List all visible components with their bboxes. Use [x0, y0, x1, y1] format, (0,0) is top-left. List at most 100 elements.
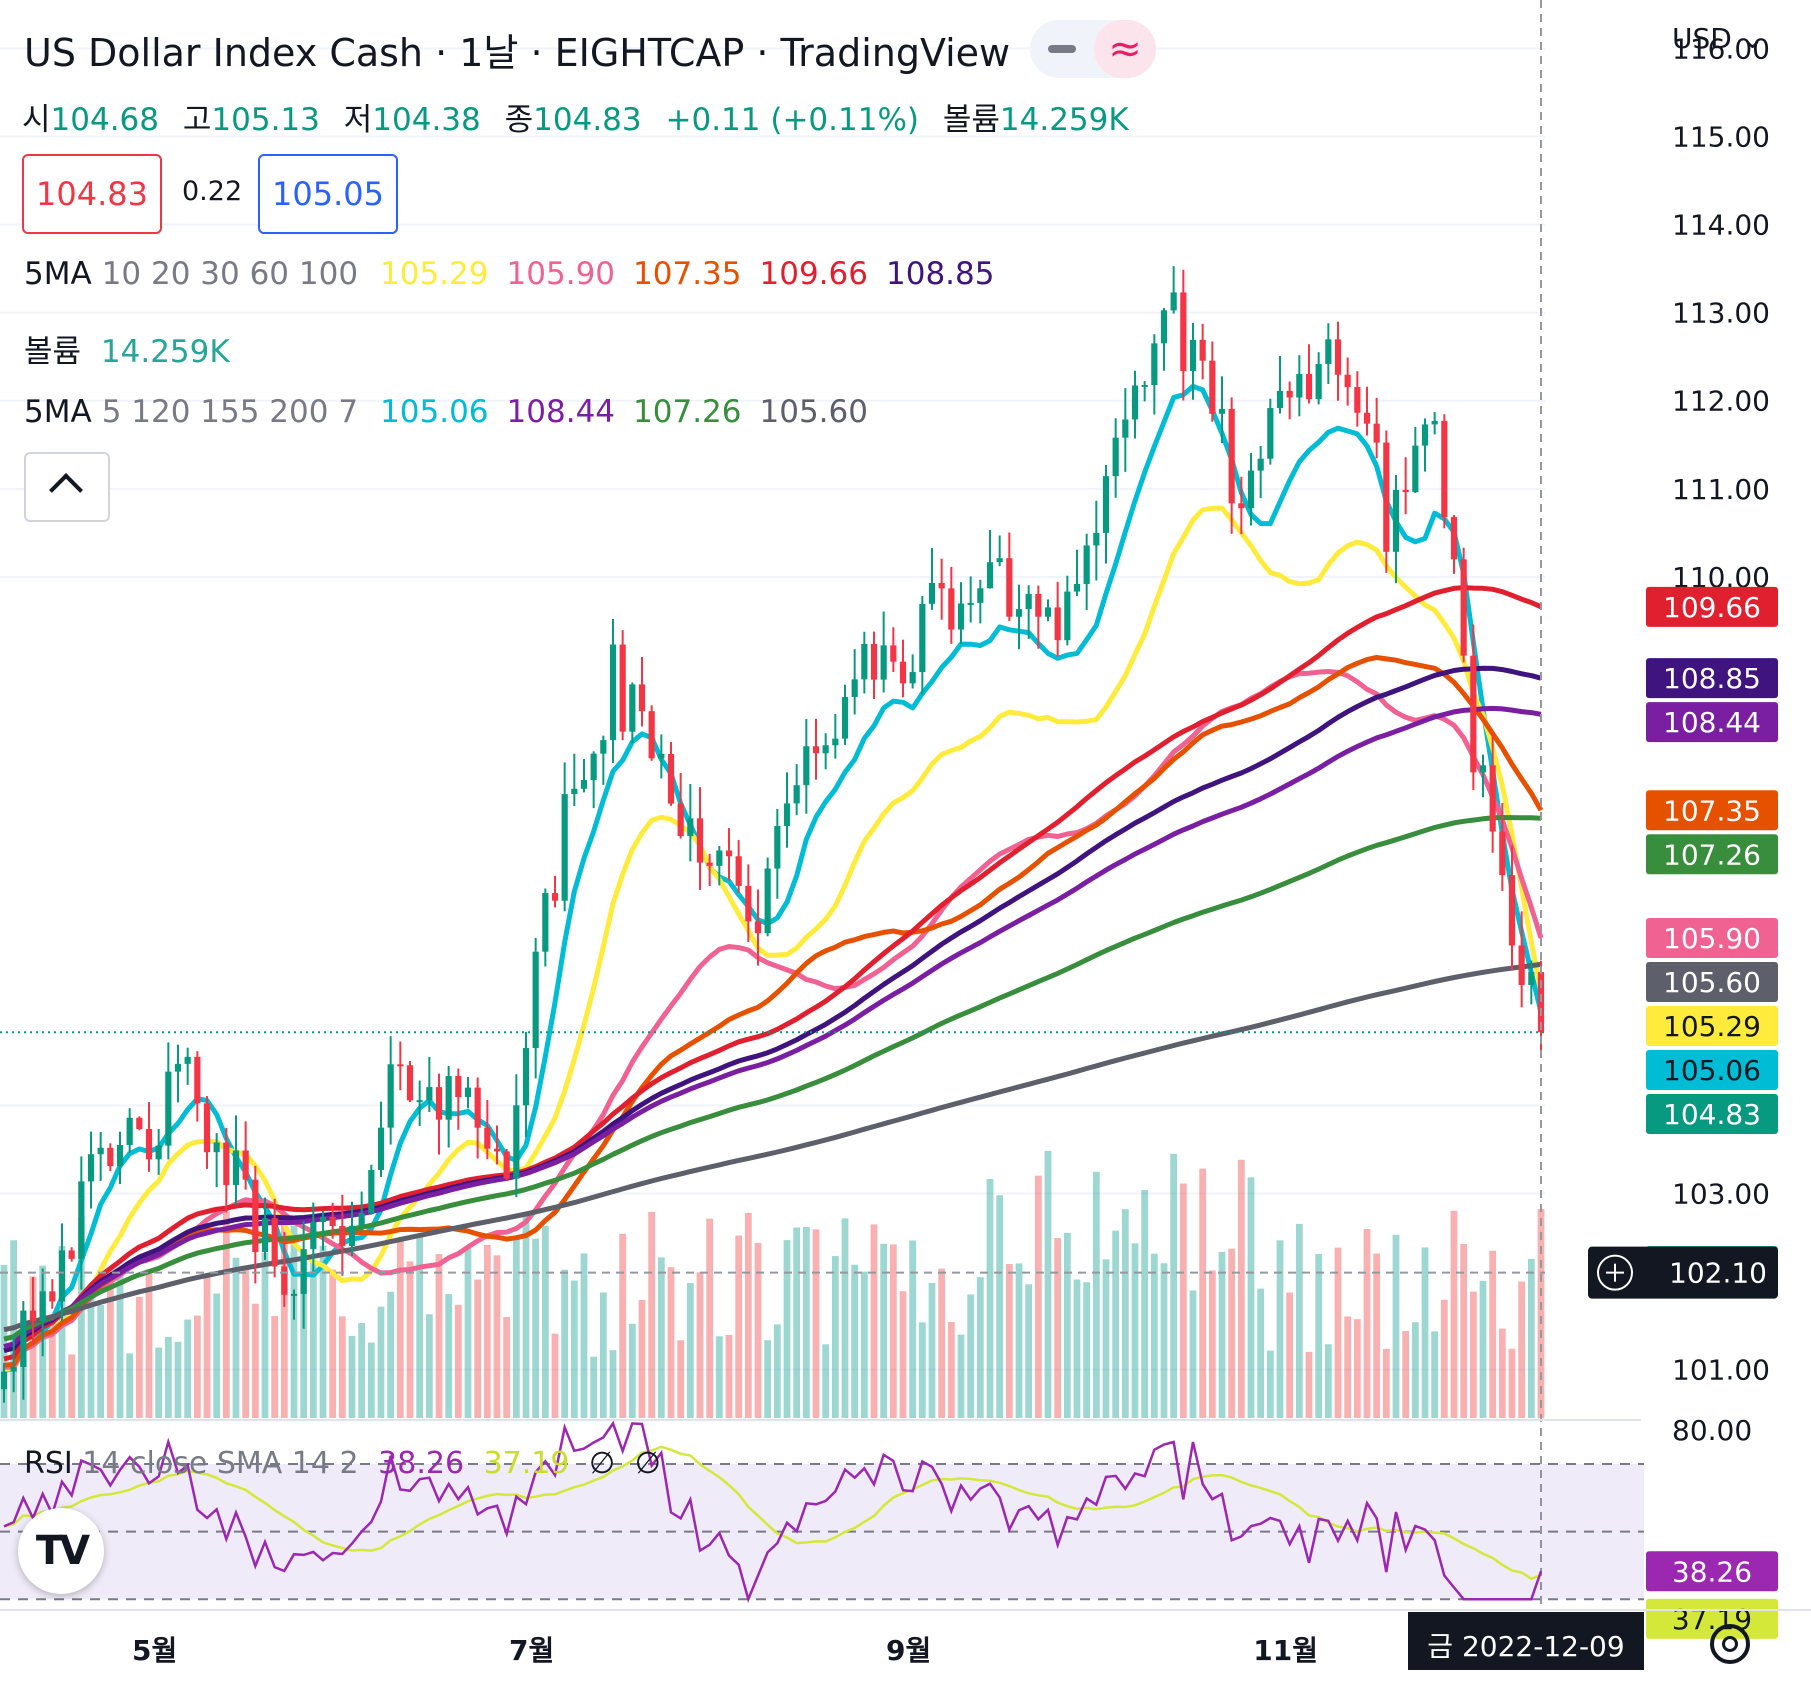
candle-body: [97, 1147, 104, 1155]
price-tick-label: 101.00: [1672, 1354, 1770, 1387]
price-tick-label: 115.00: [1672, 121, 1770, 154]
volume-bar: [164, 1336, 172, 1418]
volume-bar: [77, 1216, 85, 1418]
candle-body: [793, 785, 800, 804]
tradingview-logo-icon[interactable]: TV: [18, 1508, 104, 1594]
rsi-line: [3, 1420, 1543, 1604]
currency-selector[interactable]: USD ⌄: [1672, 22, 1764, 55]
open-key: 시: [22, 102, 51, 138]
volume-bar: [1237, 1159, 1245, 1418]
time-axis[interactable]: 5월 7월 9월 11월 금 2022-12-09: [0, 1609, 1811, 1670]
price-label-text: 104.83: [1663, 1098, 1761, 1131]
ma-legend-1[interactable]: 5MA 10 20 30 60 100 105.29 105.90 107.35 109.…: [24, 256, 1012, 292]
volume-bar: [425, 1314, 433, 1418]
candle-body: [445, 1076, 452, 1120]
volume-bar: [715, 1336, 723, 1418]
volume-bar: [870, 1224, 878, 1418]
volume-bar: [396, 1241, 404, 1418]
volume-bar: [1373, 1253, 1381, 1418]
price-label-box: [1646, 658, 1778, 699]
ma-legend-2[interactable]: 5MA 5 120 155 200 7 105.06 108.44 107.26 105.…: [24, 394, 886, 430]
candle-body: [39, 1291, 46, 1322]
volume-bar: [889, 1244, 897, 1418]
volume-bar: [1527, 1258, 1535, 1418]
candle-body: [919, 603, 926, 673]
candle-body: [1528, 972, 1535, 985]
candle-body: [1218, 408, 1226, 414]
volume-bar: [135, 1296, 143, 1418]
volume-bar: [474, 1279, 482, 1418]
candle-body: [996, 558, 1003, 563]
price-axis[interactable]: 116.00115.00114.00113.00112.00111.00110.…: [1588, 32, 1778, 1639]
volume-bar: [735, 1235, 743, 1418]
candle-body: [861, 643, 868, 680]
candle-body: [803, 746, 810, 786]
candle-body: [1160, 310, 1168, 344]
candle-body: [474, 1087, 481, 1128]
buy-button[interactable]: 105.05: [258, 154, 398, 234]
volume-bar: [638, 1300, 646, 1418]
volume-bar: [348, 1335, 356, 1418]
ma120-value: 108.44: [506, 394, 616, 430]
settings-gear-icon[interactable]: [1710, 1624, 1750, 1664]
volume-bar: [880, 1243, 888, 1418]
volume-bar: [1034, 1175, 1042, 1418]
candle-body: [1276, 390, 1284, 409]
volume-bar: [986, 1178, 994, 1418]
candle-body: [841, 697, 849, 739]
candle-body: [1450, 517, 1458, 560]
candle-body: [1363, 412, 1371, 424]
ma30-value: 107.35: [633, 256, 742, 292]
candle-body: [397, 1064, 404, 1067]
rsi-label-box: [1646, 1551, 1778, 1592]
candle-body: [909, 672, 916, 684]
volume-legend[interactable]: 볼륨 14.259K: [24, 326, 248, 371]
candle-body: [1112, 437, 1119, 477]
wave-icon[interactable]: ≈: [1094, 20, 1156, 78]
volume-bar: [97, 1305, 105, 1418]
price-label-text: 105.90: [1663, 922, 1761, 955]
volume-bar: [1450, 1210, 1458, 1418]
volume-bar: [532, 1238, 540, 1418]
volume-bar: [338, 1316, 346, 1418]
price-label-text: 105.06: [1663, 1054, 1761, 1087]
candle-body: [1151, 343, 1158, 386]
candle-body: [571, 788, 578, 795]
volume-bar: [1044, 1150, 1052, 1418]
candle-body: [1083, 545, 1090, 584]
volume-bar: [909, 1240, 917, 1418]
volume-bar: [744, 1212, 752, 1418]
candle-body: [948, 588, 955, 630]
volume-bar: [706, 1218, 714, 1418]
volume-bar: [783, 1240, 791, 1418]
volume-bar: [271, 1316, 279, 1418]
collapse-legend-button[interactable]: [24, 452, 110, 522]
candle-body: [696, 818, 704, 863]
candle-body: [580, 780, 588, 789]
candle-body: [880, 645, 887, 680]
minus-icon[interactable]: [1048, 45, 1076, 53]
candle-body: [232, 1150, 240, 1186]
volume-bar: [203, 1273, 211, 1418]
volume-bar: [976, 1277, 984, 1418]
volume-bar: [1112, 1230, 1120, 1418]
crosshair-date-text: 금 2022-12-09: [1427, 1630, 1624, 1663]
candle-body: [774, 825, 781, 869]
candle-body: [145, 1129, 153, 1160]
candle-body: [716, 850, 723, 866]
candle-body: [435, 1087, 443, 1120]
candle-body: [1325, 339, 1332, 364]
volume-bar: [590, 1356, 598, 1418]
sell-button[interactable]: 104.83: [22, 154, 162, 234]
volume-legend-value: 14.259K: [100, 334, 230, 370]
candle-body: [870, 643, 878, 680]
volume-bar: [319, 1245, 327, 1418]
candle-body: [1402, 489, 1409, 493]
crosshair-date-box: [1408, 1612, 1644, 1670]
volume-bar: [184, 1319, 192, 1418]
rsi-legend[interactable]: RSI 14 close SMA 14 2 38.26 37.19 ∅ ∅: [24, 1446, 661, 1481]
rsi-legend-name: RSI: [24, 1446, 73, 1481]
candle-body: [1064, 591, 1071, 641]
rsi-sma-value: 37.19: [483, 1446, 570, 1481]
